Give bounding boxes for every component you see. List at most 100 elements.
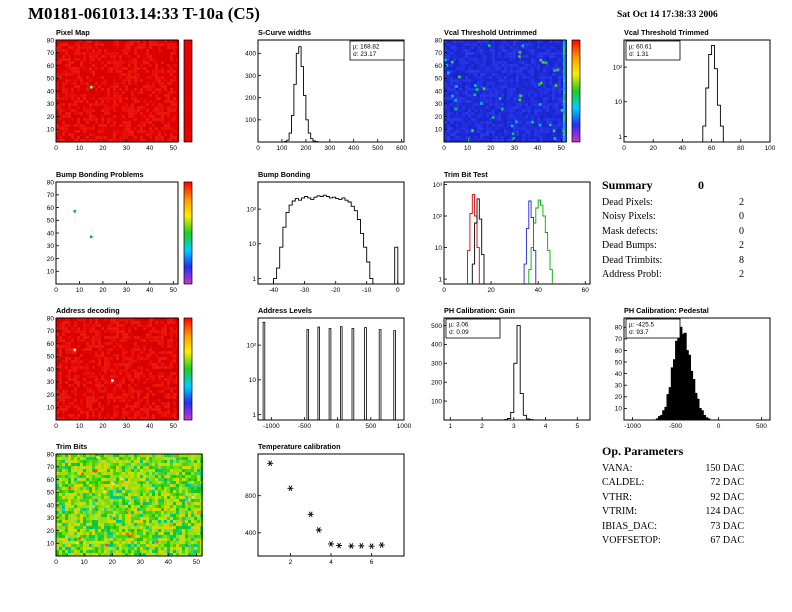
svg-text:200: 200	[300, 145, 311, 152]
svg-text:10²: 10²	[613, 64, 623, 71]
summary-row: Mask defects: 0	[602, 226, 744, 237]
op-parameter-row-label: VANA:	[602, 462, 633, 474]
svg-text:70: 70	[47, 192, 55, 199]
svg-text:σ: 1.31: σ: 1.31	[629, 51, 649, 58]
svg-text:4: 4	[544, 423, 548, 430]
summary-grade: 0	[698, 178, 704, 192]
svg-text:10: 10	[464, 145, 472, 152]
temperature-calibration: 2 4 6 400 800 Temperature calibration	[232, 438, 414, 572]
svg-text:0: 0	[54, 287, 58, 294]
bump-bonding-canvas: -40 -30 -20 -10 0 1 10 10² Bump Bonding	[247, 170, 405, 294]
svg-text:20: 20	[615, 394, 623, 401]
op-parameter-row-value: 150 DAC	[705, 462, 744, 474]
summary-rows: Dead Pixels: 2 Noisy Pixels: 0 Mask defects:…	[602, 197, 762, 281]
op-parameter-row: VOFFSETOP: 67 DAC	[602, 535, 744, 546]
svg-text:µ: 60.61: µ: 60.61	[629, 44, 652, 51]
svg-text:1: 1	[252, 276, 256, 283]
svg-text:60: 60	[47, 63, 55, 70]
svg-text:10: 10	[249, 241, 257, 248]
summary-panel: Summary 0 Dead Pixels: 2 Noisy Pixels: 0 Mas…	[602, 178, 762, 280]
svg-text:80: 80	[615, 325, 623, 332]
svg-text:Bump Bonding Problems: Bump Bonding Problems	[56, 170, 144, 179]
svg-text:-20: -20	[331, 287, 341, 294]
svg-text:-500: -500	[298, 423, 311, 430]
svg-text:50: 50	[170, 287, 178, 294]
summary-row-label: Dead Bumps:	[602, 240, 657, 251]
svg-text:500: 500	[372, 145, 383, 152]
svg-text:µ: -425.5: µ: -425.5	[629, 322, 654, 329]
svg-text:500: 500	[756, 423, 767, 430]
svg-text:1: 1	[448, 423, 452, 430]
svg-text:40: 40	[534, 145, 542, 152]
op-parameter-row-label: VOFFSETOP:	[602, 535, 661, 546]
svg-text:70: 70	[615, 336, 623, 343]
svg-text:50: 50	[47, 218, 55, 225]
svg-text:µ: 3.06: µ: 3.06	[449, 322, 469, 329]
op-parameter-row-label: IBIAS_DAC:	[602, 520, 658, 532]
svg-text:60: 60	[582, 287, 590, 294]
svg-text:10: 10	[435, 127, 443, 134]
svg-text:-1000: -1000	[624, 423, 641, 430]
svg-text:20: 20	[435, 114, 443, 121]
svg-text:100: 100	[245, 117, 256, 124]
op-parameters-rows: VANA: 150 DAC CALDEL: 72 DAC VTHR: 92 DAC VTRI…	[602, 463, 762, 547]
svg-text:60: 60	[47, 205, 55, 212]
svg-text:Pixel Map: Pixel Map	[56, 28, 90, 37]
svg-text:10²: 10²	[247, 206, 257, 213]
summary-row: Dead Trimbits: 8	[602, 255, 744, 266]
svg-text:2: 2	[480, 423, 484, 430]
address-levels: -1000 -500 0 500 1000 1 10 10² Address Levels	[232, 302, 414, 436]
svg-text:40: 40	[535, 287, 543, 294]
svg-text:Bump Bonding: Bump Bonding	[258, 170, 310, 179]
svg-text:40: 40	[679, 145, 687, 152]
svg-text:50: 50	[47, 354, 55, 361]
s-curve-widths: 0 100 200 300 400 500 600 100 200 300 400 S-Curve w…	[232, 24, 414, 158]
trim-bits: 0 10 20 30 40 50 10 20 30 40 50 60 70 80 Trim Bits	[30, 438, 212, 572]
svg-text:60: 60	[435, 63, 443, 70]
svg-text:PH Calibration: Pedestal: PH Calibration: Pedestal	[624, 306, 709, 315]
svg-text:50: 50	[615, 359, 623, 366]
svg-text:70: 70	[47, 328, 55, 335]
op-parameter-row-label: VTRIM:	[602, 506, 637, 517]
summary-row-label: Noisy Pixels:	[602, 211, 656, 222]
summary-title: Summary	[602, 178, 653, 192]
svg-text:σ: 23.17: σ: 23.17	[353, 51, 377, 58]
svg-text:400: 400	[245, 51, 256, 58]
svg-text:Vcal Threshold Trimmed: Vcal Threshold Trimmed	[624, 28, 709, 37]
op-parameter-row: VTHR: 92 DAC	[602, 492, 744, 503]
svg-text:500: 500	[365, 423, 376, 430]
svg-text:40: 40	[47, 88, 55, 95]
svg-text:30: 30	[435, 101, 443, 108]
svg-text:100: 100	[431, 398, 442, 405]
svg-text:500: 500	[431, 323, 442, 330]
svg-text:30: 30	[47, 379, 55, 386]
svg-text:20: 20	[47, 114, 55, 121]
address-levels-canvas: -1000 -500 0 500 1000 1 10 10² Address Levels	[247, 306, 412, 430]
svg-text:S-Curve widths: S-Curve widths	[258, 28, 311, 37]
op-parameter-row: VTRIM: 124 DAC	[602, 506, 744, 517]
svg-text:40: 40	[435, 88, 443, 95]
svg-text:10: 10	[76, 145, 84, 152]
svg-text:Address Levels: Address Levels	[258, 306, 312, 315]
svg-text:50: 50	[47, 76, 55, 83]
summary-row-value: 0	[739, 211, 744, 222]
svg-text:10: 10	[435, 245, 443, 252]
op-parameter-row: IBIAS_DAC: 73 DAC	[602, 521, 744, 532]
svg-text:σ: 93.7: σ: 93.7	[629, 329, 649, 336]
svg-text:40: 40	[615, 371, 623, 378]
svg-text:30: 30	[123, 423, 131, 430]
op-parameters-header: Op. Parameters	[602, 444, 742, 459]
op-parameter-row-value: 124 DAC	[705, 506, 744, 517]
svg-text:40: 40	[146, 423, 154, 430]
summary-row-value: 2	[739, 196, 744, 208]
svg-text:60: 60	[47, 341, 55, 348]
op-parameters-title: Op. Parameters	[602, 444, 684, 458]
svg-text:600: 600	[396, 145, 407, 152]
svg-text:10: 10	[615, 406, 623, 413]
svg-text:10³: 10³	[433, 182, 443, 189]
summary-row-label: Dead Pixels:	[602, 196, 653, 208]
svg-text:0: 0	[256, 145, 260, 152]
